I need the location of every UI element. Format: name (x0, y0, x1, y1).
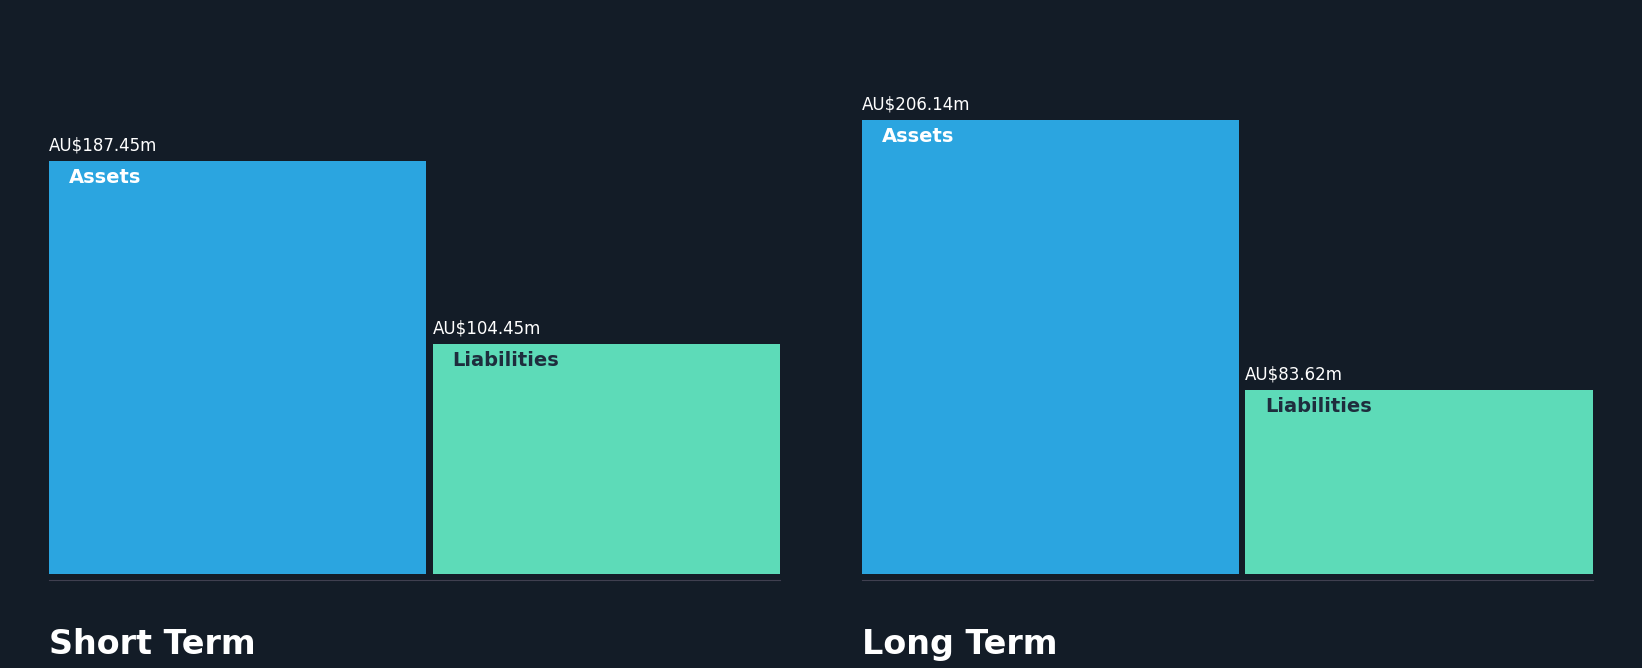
Bar (862, 120, 1238, 574)
Text: AU$104.45m: AU$104.45m (432, 320, 540, 337)
Text: AU$83.62m: AU$83.62m (1245, 365, 1343, 383)
Bar (1245, 390, 1593, 574)
Text: AU$187.45m: AU$187.45m (49, 137, 158, 155)
Bar (432, 344, 780, 574)
Text: Liabilities: Liabilities (1264, 397, 1371, 416)
Text: Assets: Assets (69, 168, 141, 187)
Text: Long Term: Long Term (862, 629, 1057, 661)
Text: Short Term: Short Term (49, 629, 256, 661)
Text: Assets: Assets (882, 127, 954, 146)
Bar (49, 162, 425, 574)
Text: AU$206.14m: AU$206.14m (862, 96, 970, 114)
Text: Liabilities: Liabilities (452, 351, 558, 370)
